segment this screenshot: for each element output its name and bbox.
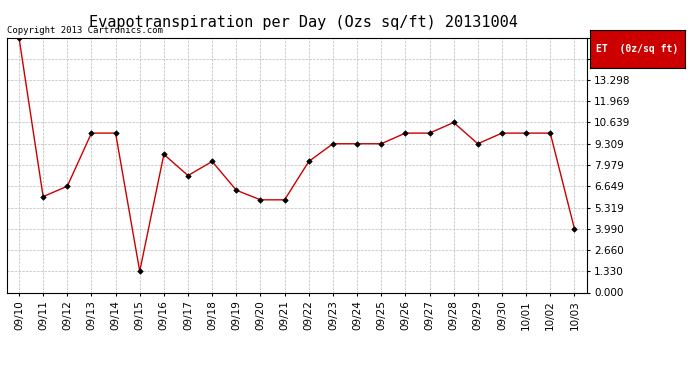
Text: Evapotranspiration per Day (Ozs sq/ft) 20131004: Evapotranspiration per Day (Ozs sq/ft) 2… xyxy=(89,15,518,30)
Text: ET  (0z/sq ft): ET (0z/sq ft) xyxy=(596,44,679,54)
Text: Copyright 2013 Cartronics.com: Copyright 2013 Cartronics.com xyxy=(7,26,163,35)
